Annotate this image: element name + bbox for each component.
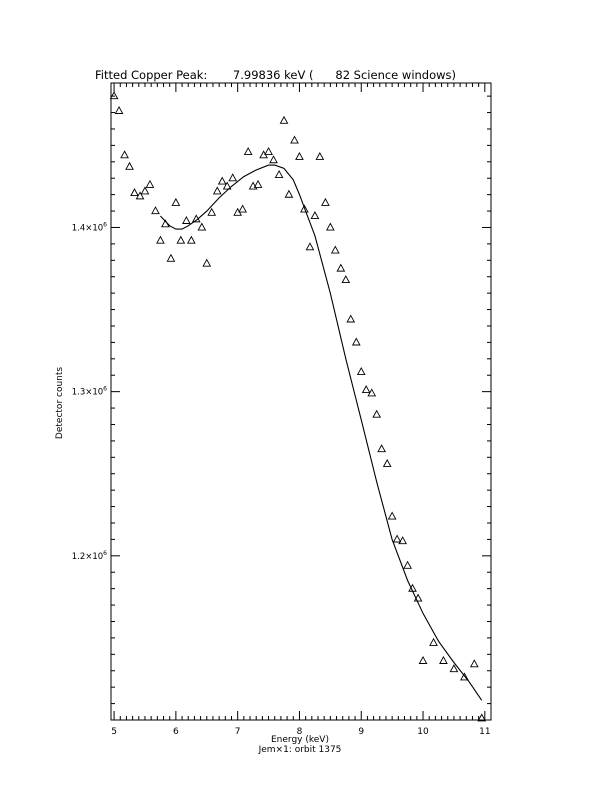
x-tick-label: 6 — [173, 727, 179, 737]
data-point — [212, 186, 222, 195]
data-point — [186, 235, 196, 244]
data-point — [477, 713, 487, 722]
data-point — [469, 659, 479, 668]
x-tick-label: 8 — [297, 727, 303, 737]
data-point — [387, 511, 397, 520]
plot-frame-group — [110, 82, 492, 721]
data-point — [356, 367, 366, 375]
data-point — [392, 534, 402, 543]
data-point — [145, 179, 155, 188]
data-point — [228, 173, 238, 182]
data-point — [284, 189, 294, 198]
data-point — [315, 151, 325, 160]
data-point — [269, 155, 278, 164]
data-point — [222, 181, 232, 190]
data-point — [429, 637, 438, 646]
data-point — [295, 151, 304, 160]
data-point — [140, 186, 150, 195]
x-axis-ticks: 5 6 7 8 9 10 11 — [111, 83, 491, 737]
data-point — [290, 135, 299, 144]
y-tick-label: 1.2×106 — [72, 550, 107, 562]
data-point — [382, 458, 392, 467]
data-point — [166, 253, 176, 262]
x-axis-label: Energy (keV) — [271, 735, 329, 745]
data-point — [279, 115, 289, 124]
data-point — [346, 314, 356, 323]
x-tick-label: 10 — [417, 727, 429, 737]
chart-title: Fitted Copper Peak: 7.99836 keV ( 82 Sci… — [95, 68, 456, 82]
x-tick-label: 5 — [111, 727, 117, 737]
data-point — [182, 215, 191, 224]
data-point — [361, 385, 371, 394]
data-point — [264, 147, 273, 156]
data-point — [217, 176, 227, 185]
data-point — [120, 150, 129, 159]
data-point — [202, 258, 212, 267]
data-point — [325, 222, 335, 231]
data-point — [367, 388, 377, 397]
fit-curve — [160, 164, 483, 701]
data-point — [151, 206, 160, 215]
data-point — [398, 536, 408, 545]
data-series — [109, 91, 487, 722]
data-point — [351, 337, 361, 346]
data-point — [109, 91, 119, 100]
data-point — [125, 161, 134, 170]
data-point — [176, 235, 186, 244]
data-point — [372, 409, 382, 418]
data-point — [305, 242, 315, 251]
x-tick-label: 11 — [479, 727, 490, 737]
data-point — [310, 211, 320, 220]
data-point — [130, 188, 139, 197]
data-point — [135, 191, 145, 200]
data-point — [449, 664, 459, 673]
data-point — [207, 207, 217, 216]
data-point — [243, 147, 253, 156]
data-point — [238, 204, 247, 213]
data-point — [341, 275, 351, 284]
y-tick-label: 1.3×106 — [72, 386, 107, 398]
data-point — [197, 222, 207, 231]
y-axis-ticks: 1.2×106 1.3×106 1.4×106 — [72, 95, 491, 705]
data-point — [330, 245, 340, 254]
data-point — [336, 263, 346, 272]
data-point — [418, 655, 428, 664]
y-tick-label: 1.4×106 — [72, 221, 107, 233]
plot-frame — [110, 82, 492, 721]
x-tick-label: 9 — [358, 727, 364, 737]
x-tick-label: 7 — [235, 727, 241, 737]
chart-subtitle: Jem×1: orbit 1375 — [258, 745, 342, 755]
data-point — [171, 197, 181, 206]
data-point — [300, 204, 309, 213]
data-point — [253, 179, 263, 188]
data-point — [439, 655, 448, 664]
data-point — [377, 444, 386, 453]
data-point — [156, 235, 165, 244]
y-axis-label: Detector counts — [55, 367, 65, 439]
data-point — [321, 197, 330, 206]
data-point — [114, 105, 124, 114]
data-point — [460, 672, 469, 681]
data-point — [403, 560, 412, 569]
data-point — [274, 169, 284, 178]
